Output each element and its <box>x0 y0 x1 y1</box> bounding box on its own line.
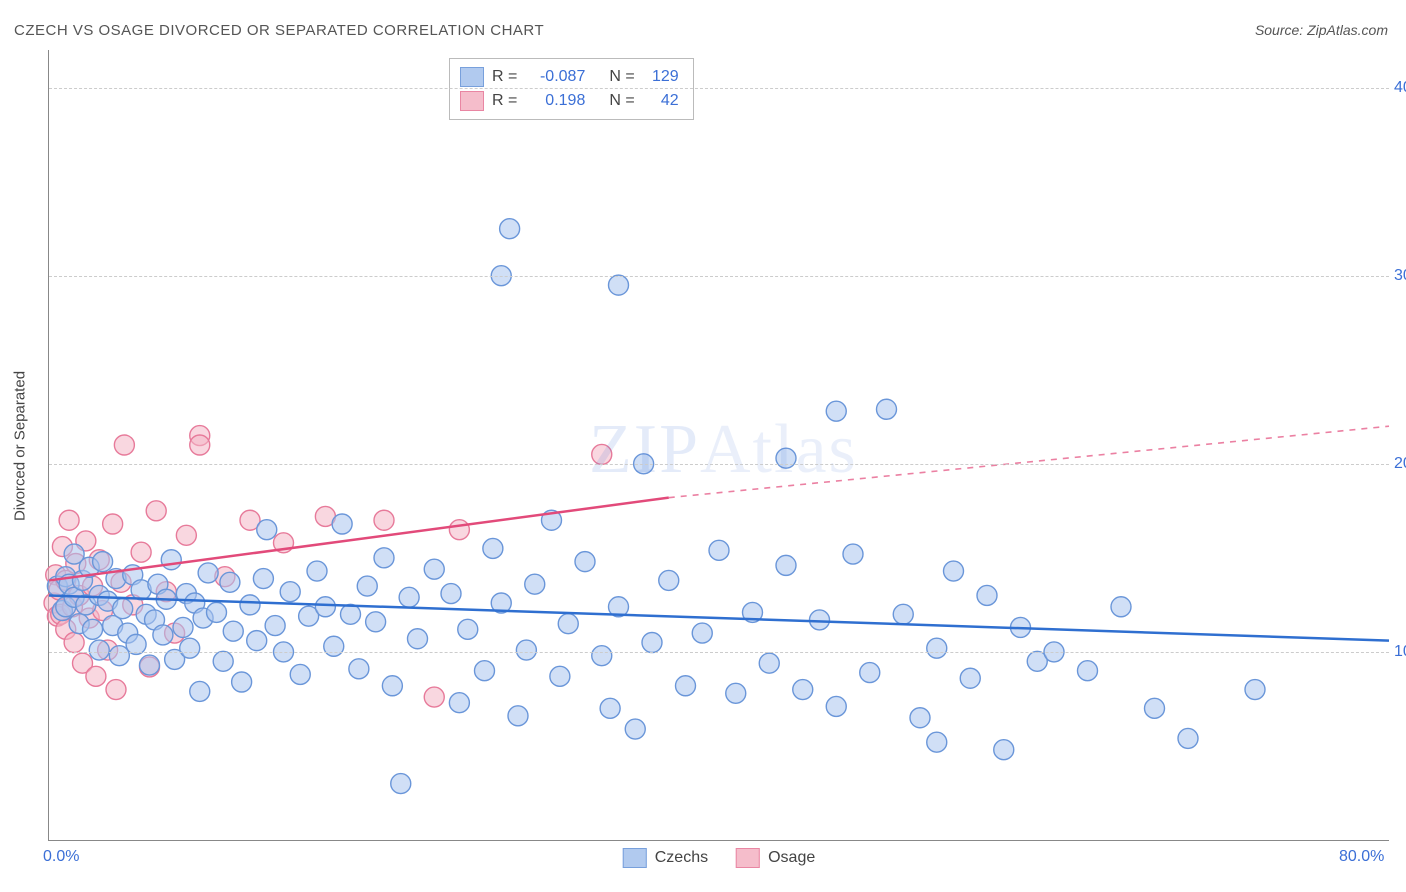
y-axis-label: Divorced or Separated <box>12 371 29 521</box>
series-legend-osage: Osage <box>736 848 815 868</box>
chart-plot-area: R = -0.087 N = 129 R = 0.198 N = 42 ZIPA… <box>48 50 1389 841</box>
x-tick-label: 80.0% <box>1339 848 1384 866</box>
legend-r-value-osage: 0.198 <box>525 89 585 113</box>
y-tick-label: 10.0% <box>1394 643 1406 661</box>
legend-r-label-osage: R = <box>492 89 517 113</box>
series-legend: Czechs Osage <box>623 848 816 868</box>
source-attribution: Source: ZipAtlas.com <box>1255 22 1388 38</box>
gridline <box>49 276 1389 277</box>
gridline <box>49 652 1389 653</box>
legend-r-value-czech: -0.087 <box>525 65 585 89</box>
swatch-osage <box>460 91 484 111</box>
series-label-czech: Czechs <box>655 849 708 867</box>
legend-n-value-czech: 129 <box>643 65 679 89</box>
y-tick-label: 20.0% <box>1394 455 1406 473</box>
swatch-osage-bottom <box>736 848 760 868</box>
legend-n-label-osage: N = <box>609 89 634 113</box>
scatter-svg <box>49 50 1389 840</box>
series-legend-czech: Czechs <box>623 848 708 868</box>
legend-n-value-osage: 42 <box>643 89 679 113</box>
legend-row-czech: R = -0.087 N = 129 <box>460 65 679 89</box>
legend-row-osage: R = 0.198 N = 42 <box>460 89 679 113</box>
gridline <box>49 464 1389 465</box>
series-label-osage: Osage <box>768 849 815 867</box>
swatch-czech <box>460 67 484 87</box>
correlation-legend: R = -0.087 N = 129 R = 0.198 N = 42 <box>449 58 694 120</box>
y-tick-label: 30.0% <box>1394 267 1406 285</box>
legend-n-label-czech: N = <box>609 65 634 89</box>
legend-r-label-czech: R = <box>492 65 517 89</box>
y-tick-label: 40.0% <box>1394 79 1406 97</box>
gridline <box>49 88 1389 89</box>
swatch-czech-bottom <box>623 848 647 868</box>
chart-title: CZECH VS OSAGE DIVORCED OR SEPARATED COR… <box>14 22 544 39</box>
x-tick-label: 0.0% <box>43 848 79 866</box>
